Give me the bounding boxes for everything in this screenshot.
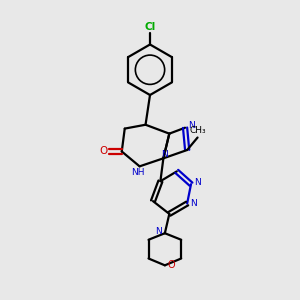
Text: N: N: [194, 178, 201, 187]
Text: O: O: [99, 146, 107, 157]
Text: NH: NH: [131, 168, 145, 177]
Text: N: N: [188, 121, 195, 130]
Text: CH₃: CH₃: [189, 127, 206, 136]
Text: O: O: [168, 260, 175, 270]
Text: N: N: [190, 199, 197, 208]
Text: N: N: [155, 226, 162, 236]
Text: Cl: Cl: [144, 22, 156, 32]
Text: N: N: [161, 150, 168, 159]
